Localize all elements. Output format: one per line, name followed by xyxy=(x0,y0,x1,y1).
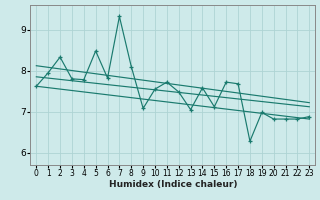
X-axis label: Humidex (Indice chaleur): Humidex (Indice chaleur) xyxy=(108,180,237,189)
